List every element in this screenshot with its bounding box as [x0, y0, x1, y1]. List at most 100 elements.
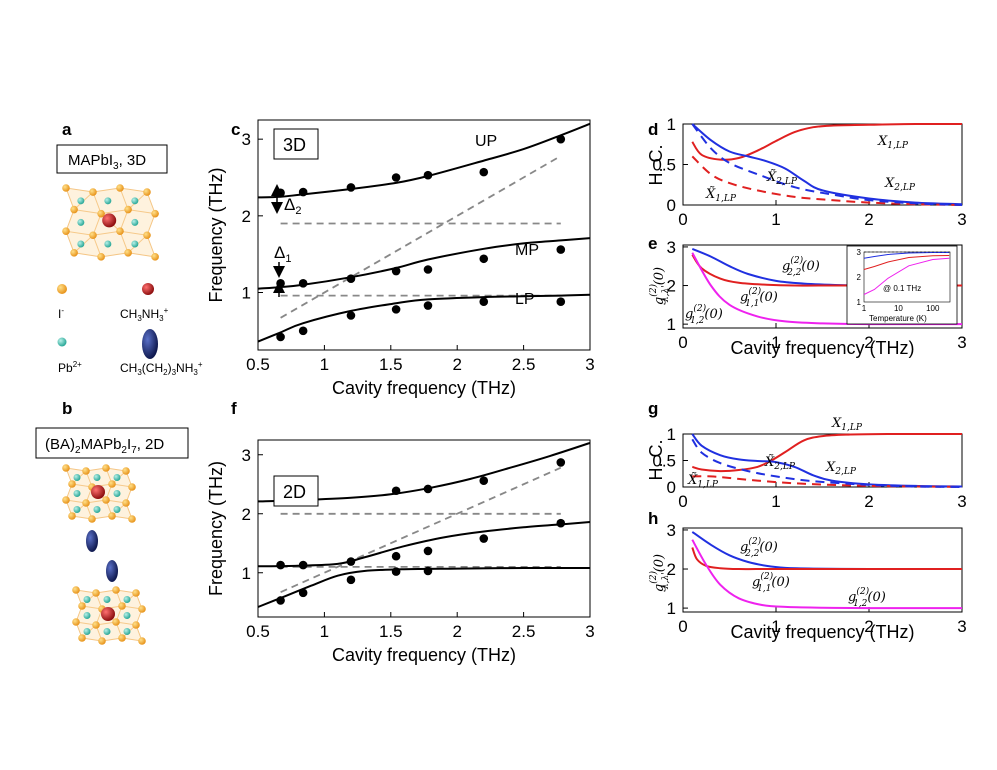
- octahedron-edge: [128, 209, 156, 215]
- mp-label: MP: [515, 242, 539, 259]
- data-point-mp: [391, 551, 401, 561]
- data-point-mp: [276, 560, 285, 570]
- octahedron-edge: [65, 187, 75, 210]
- g-ylabel: H. C.: [646, 439, 666, 480]
- e-g12-label: g(2) 1,2(0): [685, 303, 723, 326]
- d-x2lp-label: X2,LP: [884, 176, 916, 193]
- lead-ion: [73, 474, 81, 481]
- d-ylabel: H. C.: [646, 144, 666, 185]
- inset-y-tick-label: 1: [857, 298, 862, 307]
- x-tick-label: 0: [678, 617, 687, 636]
- up-label: UP: [475, 133, 497, 150]
- e-g22-label: g(2) 2,2(0): [782, 255, 820, 278]
- y-tick-label: 2: [667, 277, 676, 296]
- panel-b-label: b: [62, 399, 72, 418]
- lead-ion: [73, 506, 81, 513]
- y-axis-label: Frequency (THz): [206, 461, 226, 596]
- lead-ion: [77, 218, 85, 226]
- lead-ion: [104, 240, 112, 248]
- data-point-mp: [423, 265, 433, 274]
- x-tick-label: 2: [452, 355, 461, 374]
- octahedron-edge: [146, 235, 156, 258]
- data-point-lp: [298, 588, 308, 598]
- y-tick-label: 1: [242, 564, 251, 583]
- delta-arrows: [271, 184, 285, 297]
- lead-ion: [93, 506, 101, 513]
- iodide-ion: [108, 512, 116, 520]
- x-tick-label: 2: [864, 210, 873, 229]
- x-tick-label: 3: [585, 622, 594, 641]
- octahedron-edge: [119, 230, 148, 236]
- panel-a-label: a: [62, 120, 72, 139]
- data-point-lp: [479, 297, 489, 307]
- ba-cation-1: [86, 530, 98, 552]
- x-tick-label: 1: [320, 355, 329, 374]
- lead-ion: [113, 474, 121, 481]
- panel-a-title: MAPbI3, 3D: [68, 152, 146, 172]
- iodide-ion: [112, 618, 120, 626]
- ma-legend-marker: [142, 283, 154, 295]
- octahedron-edge: [119, 209, 129, 232]
- octahedron-edge: [101, 209, 129, 215]
- data-point-up: [346, 183, 356, 192]
- panel-f-chart: 0.5 1 1.5 2 2.5 3 1 2 3 Cavity frequency (THz) Fre…: [206, 439, 595, 665]
- y-axis-label: Frequency (THz): [206, 167, 226, 302]
- x-tick-label: 0.5: [246, 355, 270, 374]
- iodide-ion: [132, 621, 140, 629]
- hc-curve-x1lp: [691, 122, 963, 161]
- iodide-ion: [108, 480, 116, 488]
- panel-c-tag-text: 3D: [283, 135, 306, 155]
- ma-legend-label: CH3NH3+: [120, 306, 169, 323]
- iodide-ion: [138, 637, 146, 645]
- iodide-ion: [118, 602, 126, 610]
- lead-ion: [123, 612, 131, 619]
- h-g12-label: g(2) 1,2(0): [848, 586, 886, 609]
- data-point-mp: [346, 274, 356, 284]
- g2-curve-g2120: [691, 539, 963, 610]
- data-point-mp: [479, 254, 489, 264]
- ion-legend: I- CH3NH3+ Pb2+ CH3(CH2)3NH3+: [57, 283, 203, 377]
- iodide-ion: [72, 618, 80, 626]
- lead-ion: [104, 197, 112, 205]
- lead-ion: [123, 596, 131, 603]
- x-tick-label: 3: [585, 355, 594, 374]
- lead-ion: [131, 240, 139, 248]
- x-axis-label: Cavity frequency (THz): [332, 378, 516, 398]
- lead-ion: [83, 596, 91, 603]
- iodide-ion: [62, 496, 70, 504]
- dashed-diagonal: [280, 155, 562, 319]
- iodide-ion: [68, 512, 76, 520]
- iodide-ion: [128, 483, 136, 491]
- y-tick-label: 1: [667, 425, 676, 444]
- x-tick-label: 2: [864, 492, 873, 511]
- x-tick-label: 0: [678, 333, 687, 352]
- hc-curve-x2lp: [691, 123, 963, 206]
- y-tick-label: 1: [667, 599, 676, 618]
- dashed-diagonal: [280, 466, 562, 594]
- inset-freq-note: @ 0.1 THz: [883, 284, 921, 293]
- iodide-ion: [124, 205, 132, 214]
- y-tick-label: 3: [667, 521, 676, 540]
- d-x1lp-label: X1,LP: [877, 134, 909, 151]
- iodide-ion: [122, 499, 130, 507]
- data-point-mp: [276, 279, 285, 288]
- panel-b-title: (BA)2MAPb2I7, 2D: [45, 436, 164, 456]
- lead-ion: [73, 490, 81, 497]
- panel-g-label: g: [648, 399, 658, 418]
- x-tick-label: 2: [864, 617, 873, 636]
- data-point-lp: [276, 596, 285, 605]
- fit-curve-up: [257, 122, 591, 199]
- octahedron-edge: [92, 213, 102, 236]
- y-tick-label: 0: [667, 196, 676, 215]
- data-point-up: [298, 187, 308, 197]
- data-point-mp: [556, 518, 566, 528]
- perovskite-2d-lower-layer-illustration: [72, 586, 146, 645]
- panel-g-chart: 0 1 2 3 0 0.5 1: [652, 425, 966, 511]
- x-tick-label: 1: [320, 622, 329, 641]
- iodide-ion: [102, 464, 110, 472]
- lead-ion: [93, 474, 101, 481]
- x-tick-label: 3: [957, 492, 966, 511]
- data-point-up: [391, 173, 401, 182]
- x-tick-label: 2.5: [512, 622, 536, 641]
